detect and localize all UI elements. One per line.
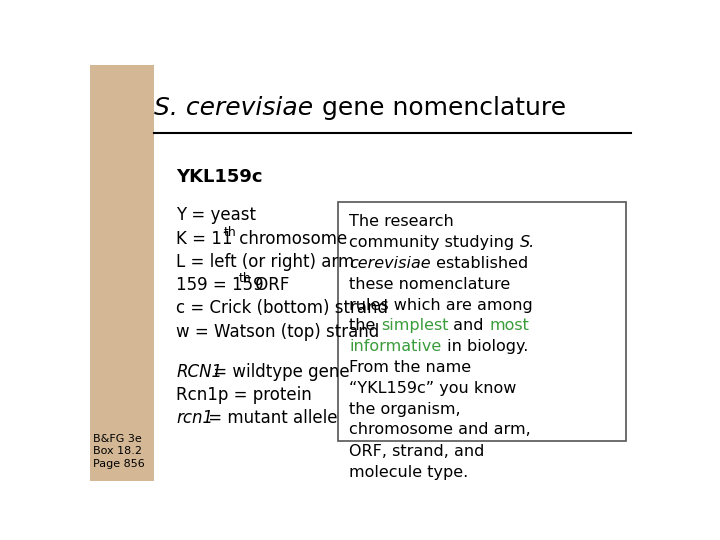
Text: simplest: simplest — [381, 319, 449, 333]
Text: The research: The research — [349, 214, 454, 230]
Text: 159 = 159: 159 = 159 — [176, 276, 264, 294]
Text: and: and — [449, 319, 489, 333]
Text: cerevisiae: cerevisiae — [349, 256, 431, 271]
Text: the: the — [349, 319, 381, 333]
Text: S. cerevisiae: S. cerevisiae — [154, 97, 313, 120]
Text: th: th — [223, 226, 236, 239]
Text: Page 856: Page 856 — [93, 459, 145, 469]
Text: ORF, strand, and: ORF, strand, and — [349, 444, 485, 460]
Text: th: th — [239, 273, 252, 286]
Text: community studying: community studying — [349, 235, 520, 250]
Text: most: most — [489, 319, 529, 333]
Text: gene nomenclature: gene nomenclature — [313, 97, 566, 120]
Text: ORF: ORF — [250, 276, 289, 294]
Text: S.: S. — [520, 235, 535, 250]
Text: Rcn1p = protein: Rcn1p = protein — [176, 386, 312, 404]
Text: chromosome and arm,: chromosome and arm, — [349, 422, 531, 437]
Text: informative: informative — [349, 339, 442, 354]
Text: “YKL159c” you know: “YKL159c” you know — [349, 381, 517, 396]
FancyBboxPatch shape — [338, 202, 626, 441]
Text: Box 18.2: Box 18.2 — [93, 447, 142, 456]
Text: c = Crick (bottom) strand: c = Crick (bottom) strand — [176, 300, 389, 318]
Text: Y = yeast: Y = yeast — [176, 206, 256, 224]
Text: RCN1: RCN1 — [176, 363, 222, 381]
Text: in biology.: in biology. — [442, 339, 528, 354]
Text: L = left (or right) arm: L = left (or right) arm — [176, 253, 355, 271]
Text: molecule type.: molecule type. — [349, 465, 469, 480]
Text: the organism,: the organism, — [349, 402, 461, 416]
Text: = mutant allele: = mutant allele — [203, 409, 337, 427]
Text: YKL159c: YKL159c — [176, 168, 263, 186]
FancyBboxPatch shape — [90, 65, 154, 481]
Text: rcn1: rcn1 — [176, 409, 214, 427]
Text: From the name: From the name — [349, 360, 472, 375]
Text: K = 11: K = 11 — [176, 230, 233, 248]
Text: B&FG 3e: B&FG 3e — [93, 434, 142, 444]
Text: these nomenclature: these nomenclature — [349, 277, 510, 292]
Text: rules which are among: rules which are among — [349, 298, 534, 313]
Text: chromosome: chromosome — [234, 230, 347, 248]
Text: = wildtype gene: = wildtype gene — [208, 363, 350, 381]
Text: established: established — [431, 256, 528, 271]
Text: w = Watson (top) strand: w = Watson (top) strand — [176, 323, 379, 341]
